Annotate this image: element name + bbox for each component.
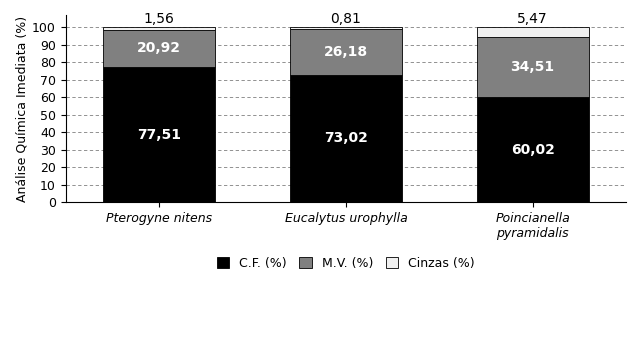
Text: 26,18: 26,18 [324,44,368,59]
Text: 1,56: 1,56 [144,12,174,26]
Text: 60,02: 60,02 [511,143,554,157]
Bar [290,27,402,29]
Text: 20,92: 20,92 [137,41,181,55]
Text: 73,02: 73,02 [324,131,368,146]
Bar [477,27,588,37]
Bar [103,30,215,67]
Text: 5,47: 5,47 [517,12,548,26]
Text: 0,81: 0,81 [331,12,362,26]
Text: 77,51: 77,51 [137,127,181,142]
Y-axis label: Análise Química Imediata (%): Análise Química Imediata (%) [15,16,28,202]
Text: 34,51: 34,51 [511,60,554,74]
Bar [103,67,215,203]
Bar [290,29,402,74]
Bar [477,97,588,203]
Bar [103,27,215,30]
Bar [290,74,402,203]
Bar [477,37,588,97]
Legend: C.F. (%), M.V. (%), Cinzas (%): C.F. (%), M.V. (%), Cinzas (%) [212,252,480,275]
